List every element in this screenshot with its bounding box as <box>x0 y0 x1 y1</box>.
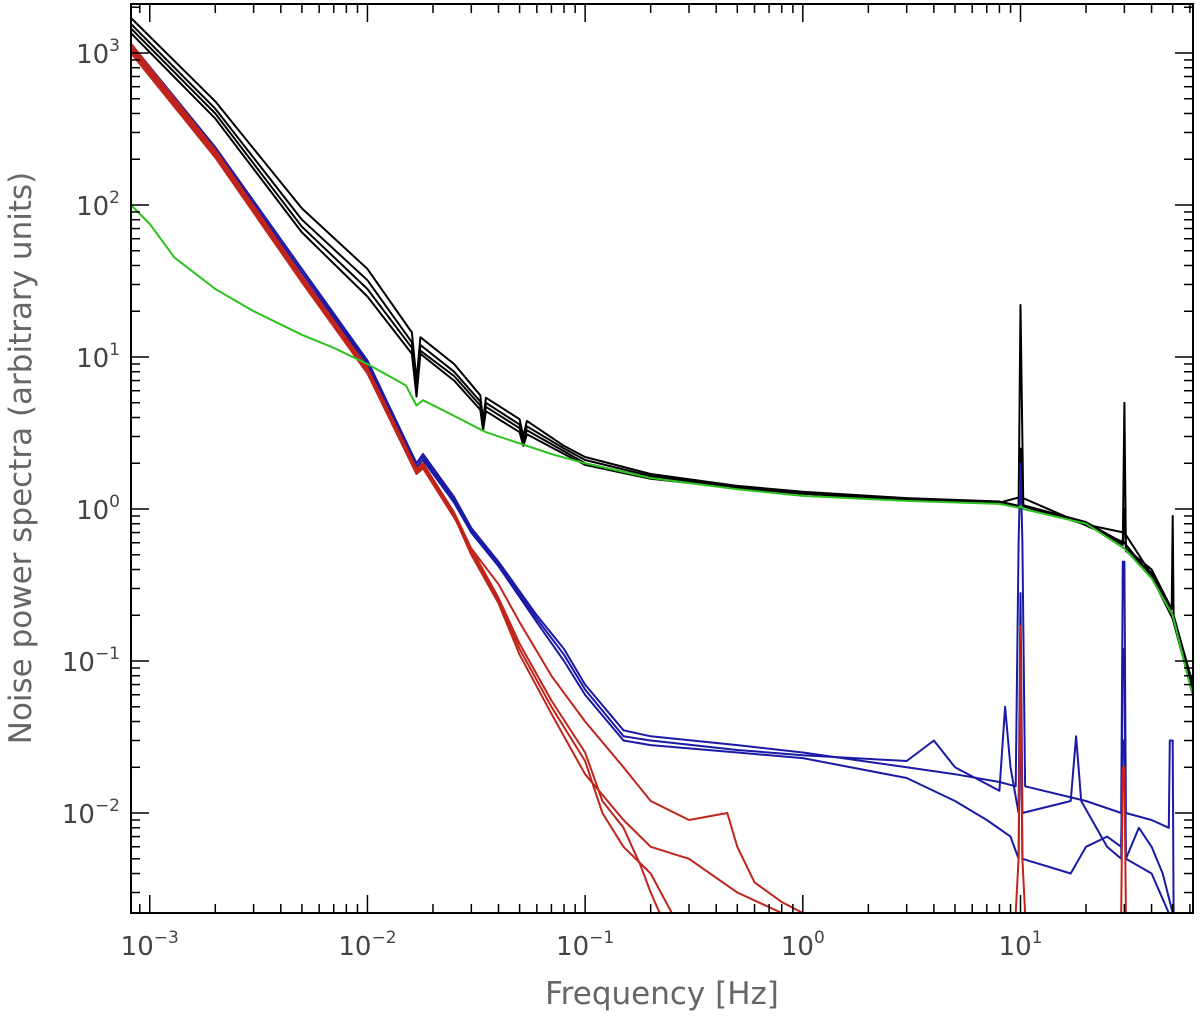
y-tick-label: 103 <box>76 36 120 70</box>
y-tick-label: 100 <box>76 492 120 526</box>
series-line-black-3 <box>131 32 1193 696</box>
y-tick-label: 10−2 <box>62 796 120 830</box>
series-line-green-13 <box>131 204 1193 698</box>
series-line-red-8 <box>131 46 673 913</box>
y-tick-label: 102 <box>76 188 120 222</box>
series-line-blue-6 <box>131 49 1174 913</box>
y-tick-label: 10−1 <box>62 644 120 678</box>
series-line-red-7 <box>131 43 661 913</box>
plot-frame <box>130 3 1194 914</box>
series-line-blue-5 <box>131 46 1170 913</box>
x-tick-label: 100 <box>781 928 825 962</box>
series-line-black-2 <box>131 27 1193 692</box>
x-tick-label: 10−2 <box>338 928 396 962</box>
x-axis-title: Frequency [Hz] <box>545 976 779 1012</box>
x-tick-label: 10−3 <box>121 928 179 962</box>
series-line-black-0 <box>131 17 1193 685</box>
tick-layer: 10−3 10−2 10−1 100 101 103 102 101 100 10−1 10−2 <box>62 4 1193 962</box>
series-line-red-9 <box>131 49 783 913</box>
y-axis-title: Noise power spectra (arbitrary units) <box>3 172 39 745</box>
series-line-red-11 <box>1014 625 1027 913</box>
series-line-red-10 <box>131 52 804 913</box>
series-layer <box>131 17 1193 913</box>
x-tick-label: 10−1 <box>556 928 614 962</box>
series-line-red-12 <box>1120 766 1127 913</box>
x-tick-label: 101 <box>999 928 1043 962</box>
series-line-black-1 <box>131 23 1193 690</box>
y-tick-label: 101 <box>76 340 120 374</box>
